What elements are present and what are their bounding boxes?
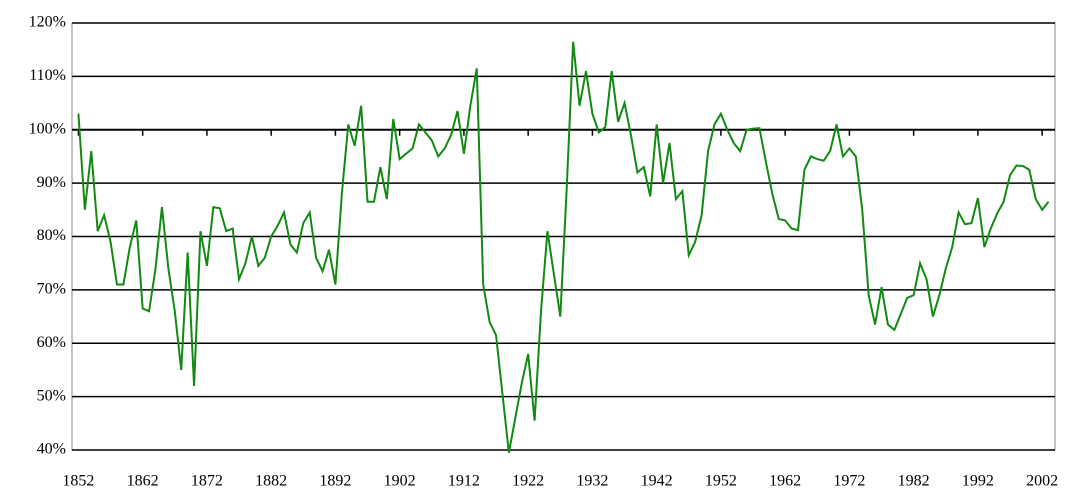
x-tick-label: 1942: [641, 473, 673, 490]
y-tick-label: 80%: [37, 227, 66, 244]
x-tick-label: 1862: [127, 473, 159, 490]
y-tick-label: 40%: [37, 441, 66, 458]
x-tick-label: 1962: [769, 473, 801, 490]
y-tick-label: 70%: [37, 281, 66, 298]
x-tick-label: 2002: [1026, 473, 1058, 490]
y-tick-label: 50%: [37, 387, 66, 404]
y-tick-label: 120%: [29, 14, 66, 31]
x-tick-label: 1982: [898, 473, 930, 490]
x-tick-label: 1892: [319, 473, 351, 490]
x-tick-label: 1972: [833, 473, 865, 490]
x-tick-label: 1872: [191, 473, 223, 490]
y-tick-label: 110%: [29, 67, 66, 84]
y-tick-label: 100%: [29, 120, 66, 137]
y-tick-label: 60%: [37, 334, 66, 351]
x-tick-label: 1932: [576, 473, 608, 490]
y-tick-label: 90%: [37, 174, 66, 191]
x-tick-label: 1852: [62, 473, 94, 490]
x-tick-label: 1992: [962, 473, 994, 490]
x-tick-label: 1952: [705, 473, 737, 490]
x-tick-label: 1882: [255, 473, 287, 490]
x-tick-label: 1912: [448, 473, 480, 490]
x-tick-label: 1922: [512, 473, 544, 490]
x-tick-label: 1902: [384, 473, 416, 490]
data-line: [77, 41, 1050, 453]
